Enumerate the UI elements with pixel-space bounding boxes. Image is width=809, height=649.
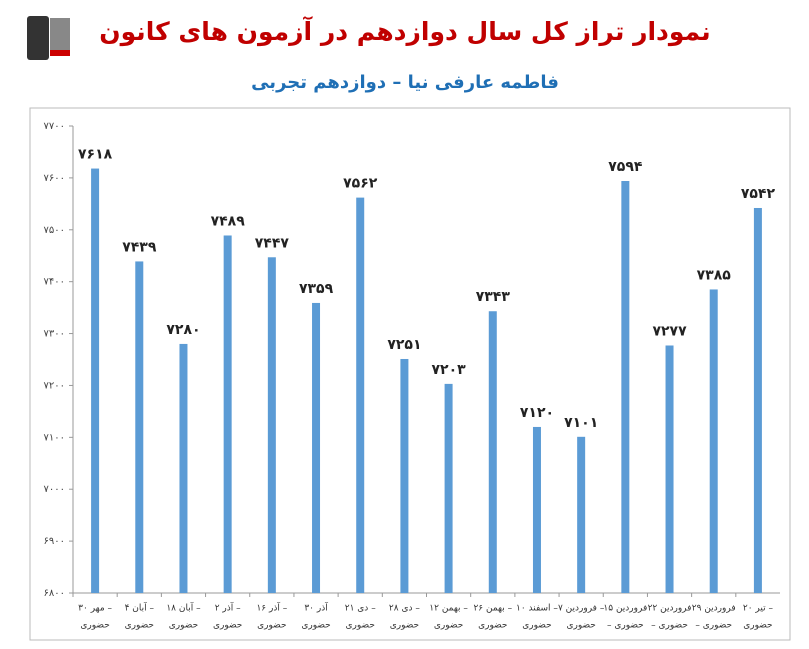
bar <box>665 345 674 593</box>
bar <box>312 302 321 593</box>
logo <box>27 16 70 60</box>
x-tick-label: حضوری <box>522 621 551 631</box>
x-tick-label: – حضوری <box>607 621 644 631</box>
x-tick-label: – حضوری <box>695 621 732 631</box>
bar <box>223 235 232 594</box>
bar <box>179 343 188 593</box>
bar <box>621 181 630 593</box>
value-label: ۷۲۰۳ <box>432 362 467 378</box>
x-tick-label: – حضوری <box>651 621 688 631</box>
x-tick-label: ۲۹ فروردین <box>692 604 736 614</box>
value-label: ۷۵۶۲ <box>343 176 378 192</box>
x-tick-label: حضوری <box>390 621 419 631</box>
y-tick-label: ۷۷۰۰ <box>44 121 65 132</box>
value-label: ۷۱۲۰ <box>520 405 554 421</box>
x-tick-label: ۱۲ بهمن – <box>429 604 468 614</box>
bar <box>135 261 144 593</box>
value-label: ۷۳۴۳ <box>476 289 511 305</box>
y-tick-label: ۷۴۰۰ <box>44 277 65 288</box>
x-tick-label: ۱۶ آذر – <box>256 602 287 614</box>
value-label: ۷۴۸۹ <box>211 213 246 229</box>
logo-figure <box>27 16 49 60</box>
bar <box>709 289 718 593</box>
y-tick-label: ۷۲۰۰ <box>44 380 65 391</box>
value-label: ۷۱۰۱ <box>564 415 598 431</box>
value-label: ۷۲۷۷ <box>652 323 687 339</box>
value-label: ۷۳۵۹ <box>299 281 334 297</box>
x-tick-label: حضوری <box>566 621 595 631</box>
x-tick-label: ۴ آبان – <box>125 602 155 614</box>
y-tick-label: ۷۶۰۰ <box>44 173 65 184</box>
x-tick-label: ۳۰ مهر – <box>78 604 112 614</box>
x-tick-label: ۲۱ دی – <box>345 604 376 614</box>
value-label: ۷۵۴۲ <box>741 186 776 202</box>
bar <box>444 383 453 593</box>
bar <box>267 257 276 593</box>
value-label: ۷۶۱۸ <box>78 147 113 163</box>
chart-subtitle: فاطمه عارفی نیا – دوازدهم تجربی <box>251 72 559 93</box>
value-label: ۷۴۴۷ <box>255 235 290 251</box>
x-tick-label: ۱۸ آبان – <box>166 602 201 614</box>
bar <box>532 426 541 593</box>
chart-title: نمودار تراز کل سال دوازدهم در آزمون های … <box>99 16 710 47</box>
logo-text-block <box>50 18 70 50</box>
y-tick-label: ۶۹۰۰ <box>44 536 65 547</box>
logo-band <box>50 50 70 56</box>
y-tick-label: ۷۰۰۰ <box>44 484 65 495</box>
x-tick-label: ۲۲ فروردین <box>648 604 692 614</box>
x-tick-label: ۱۵ فروردین <box>603 604 647 614</box>
bar <box>577 436 586 593</box>
bar <box>400 358 409 593</box>
value-label: ۷۴۳۹ <box>122 239 157 255</box>
x-tick-label: ۲ آذر – <box>215 602 241 614</box>
plot-frame <box>29 107 791 641</box>
x-tick-label: ۷ فروردین – <box>558 604 605 614</box>
x-tick-label: حضوری <box>478 621 507 631</box>
value-label: ۷۵۹۴ <box>608 159 643 175</box>
bar <box>753 207 762 594</box>
x-tick-label: ۳۰ آذر <box>304 602 328 614</box>
x-tick-label: حضوری <box>434 621 463 631</box>
x-tick-label: حضوری <box>125 621 154 631</box>
y-tick-label: ۶۸۰۰ <box>44 588 65 599</box>
bar <box>488 311 497 593</box>
y-tick-label: ۷۳۰۰ <box>44 329 65 340</box>
x-tick-label: حضوری <box>213 621 242 631</box>
value-label: ۷۳۸۵ <box>697 267 732 283</box>
x-tick-label: حضوری <box>743 621 772 631</box>
x-tick-label: حضوری <box>301 621 330 631</box>
x-tick-label: حضوری <box>80 621 109 631</box>
x-tick-label: حضوری <box>346 621 375 631</box>
x-tick-label: ۲۸ دی – <box>389 604 420 614</box>
y-tick-label: ۷۱۰۰ <box>44 432 65 443</box>
x-tick-label: حضوری <box>257 621 286 631</box>
bar <box>356 197 365 593</box>
x-tick-label: ۱۰ اسفند – <box>516 604 558 614</box>
value-label: ۷۲۸۰ <box>166 322 200 338</box>
x-tick-label: حضوری <box>169 621 198 631</box>
bar <box>91 168 100 593</box>
x-tick-label: ۲۰ تیر – <box>743 604 774 614</box>
value-label: ۷۲۵۱ <box>387 337 421 353</box>
y-tick-label: ۷۵۰۰ <box>44 225 65 236</box>
x-tick-label: ۲۶ بهمن – <box>473 604 512 614</box>
